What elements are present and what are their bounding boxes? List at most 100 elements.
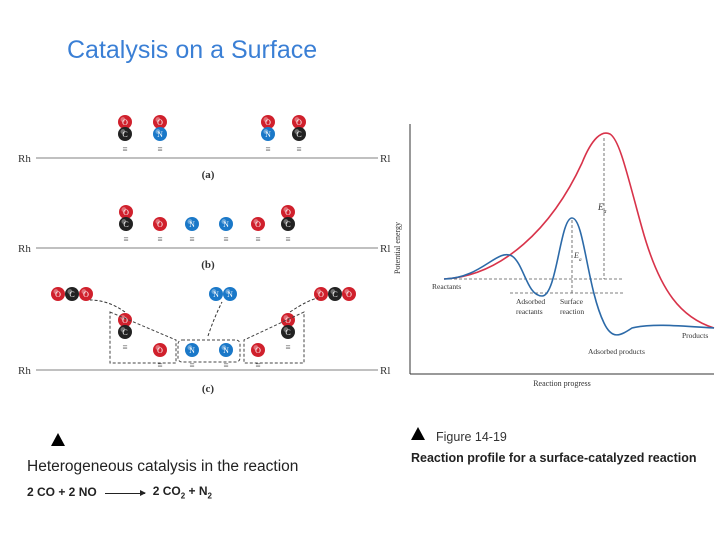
desorption-arrow — [207, 301, 223, 337]
oxygen-atom: O — [51, 287, 65, 301]
svg-text:N: N — [213, 290, 219, 299]
carbon-atom: C — [118, 127, 132, 141]
svg-text:O: O — [83, 290, 89, 299]
bond-mark: ≡ — [123, 234, 128, 244]
oxygen-atom: O — [153, 217, 167, 231]
oxygen-atom: O — [261, 115, 275, 129]
nitrogen-atom: N — [185, 217, 199, 231]
left-caption: Heterogeneous catalysis in the reaction — [27, 458, 299, 475]
svg-text:O: O — [285, 316, 291, 325]
surface-label-right: Rl — [380, 153, 390, 165]
ea-uncatalyzed-label: Ea — [597, 202, 607, 215]
bond-mark: ≡ — [285, 234, 290, 244]
surface-reaction-label: Surface — [560, 297, 584, 306]
bond-mark: ≡ — [265, 144, 270, 154]
grouping-outline — [243, 311, 305, 364]
x-axis-label: Reaction progress — [533, 379, 591, 388]
oxygen-atom: O — [251, 343, 265, 357]
bond-mark: ≡ — [122, 342, 127, 352]
oxygen-atom: O — [79, 287, 93, 301]
carbon-atom: C — [281, 325, 295, 339]
svg-text:O: O — [157, 346, 163, 355]
uncatalyzed-profile-curve — [443, 132, 715, 329]
bond-mark: ≡ — [189, 234, 194, 244]
surface-label-right: Rl — [380, 365, 390, 377]
panel-label: (b) — [201, 259, 215, 271]
reaction-equation: 2 CO + 2 NO 2 CO2 + N2 — [27, 484, 212, 500]
bond-mark: ≡ — [285, 342, 290, 352]
bond-mark: ≡ — [189, 360, 194, 370]
nitrogen-atom: N — [223, 287, 237, 301]
y-axis-label: Potential energy — [393, 222, 402, 274]
nitrogen-atom: N — [185, 343, 199, 357]
desorption-arrow — [289, 297, 319, 313]
carbon-atom: C — [281, 217, 295, 231]
ea-catalyzed-label: Ea — [573, 251, 582, 263]
svg-text:N: N — [265, 130, 271, 139]
adsorbed-reactants-label: Adsorbed — [516, 297, 545, 306]
oxygen-atom: O — [153, 343, 167, 357]
svg-text:C: C — [332, 290, 337, 299]
svg-text:O: O — [122, 316, 128, 325]
svg-text:O: O — [122, 118, 128, 127]
svg-text:C: C — [296, 130, 301, 139]
oxygen-atom: O — [251, 217, 265, 231]
nitrogen-atom: N — [153, 127, 167, 141]
figure-number: Figure 14-19 — [436, 430, 507, 444]
svg-text:C: C — [122, 130, 127, 139]
svg-text:O: O — [157, 118, 163, 127]
surface-label-left: Rh — [18, 365, 31, 377]
bond-mark: ≡ — [157, 144, 162, 154]
bond-mark: ≡ — [296, 144, 301, 154]
svg-text:O: O — [346, 290, 352, 299]
bond-mark: ≡ — [157, 360, 162, 370]
svg-text:O: O — [157, 220, 163, 229]
panel-label: (c) — [202, 383, 215, 395]
bond-mark: ≡ — [255, 360, 260, 370]
svg-text:N: N — [189, 346, 195, 355]
equation-reactants: 2 CO + 2 NO — [27, 485, 97, 500]
panel-label: (a) — [202, 169, 215, 181]
oxygen-atom: O — [292, 115, 306, 129]
svg-text:C: C — [285, 220, 290, 229]
products-label: Products — [682, 331, 708, 340]
svg-text:O: O — [55, 290, 61, 299]
svg-text:O: O — [296, 118, 302, 127]
svg-text:N: N — [157, 130, 163, 139]
svg-text:C: C — [123, 220, 128, 229]
slide-title: Catalysis on a Surface — [67, 36, 318, 64]
oxygen-atom: O — [342, 287, 356, 301]
grouping-outline — [177, 339, 241, 363]
surface-catalysis-figure: OC≡ON≡ON≡OC≡Rh Rl(a)OC≡O≡N≡N≡O≡OC≡Rh Rl(b)… — [18, 115, 390, 395]
svg-text:O: O — [255, 220, 261, 229]
svg-text:N: N — [227, 290, 233, 299]
svg-text:N: N — [189, 220, 195, 229]
bond-mark: ≡ — [223, 360, 228, 370]
catalyzed-profile-curve — [443, 217, 715, 336]
oxygen-atom: O — [119, 205, 133, 219]
triangle-marker-icon — [51, 433, 65, 446]
svg-text:O: O — [318, 290, 324, 299]
carbon-atom: C — [118, 325, 132, 339]
oxygen-atom: O — [153, 115, 167, 129]
svg-text:C: C — [285, 328, 290, 337]
oxygen-atom: O — [281, 205, 295, 219]
svg-text:C: C — [69, 290, 74, 299]
surface-reaction-label: reaction — [560, 307, 584, 316]
svg-text:N: N — [223, 346, 229, 355]
nitrogen-atom: N — [261, 127, 275, 141]
reactants-label: Reactants — [432, 282, 461, 291]
equation-products: 2 CO2 + N2 — [152, 484, 212, 501]
energy-profile-figure: Potential energy Reaction progress Ea Ea Rea… — [393, 124, 715, 388]
desorption-arrow — [89, 299, 126, 313]
bond-mark: ≡ — [157, 234, 162, 244]
adsorbed-products-label: Adsorbed products — [588, 347, 645, 356]
svg-text:O: O — [123, 208, 129, 217]
reaction-arrow-icon — [104, 489, 146, 496]
surface-label-right: Rl — [380, 243, 390, 255]
oxygen-atom: O — [118, 115, 132, 129]
surface-label-left: Rh — [18, 243, 31, 255]
adsorbed-reactants-label: reactants — [516, 307, 543, 316]
nitrogen-atom: N — [209, 287, 223, 301]
carbon-atom: C — [328, 287, 342, 301]
